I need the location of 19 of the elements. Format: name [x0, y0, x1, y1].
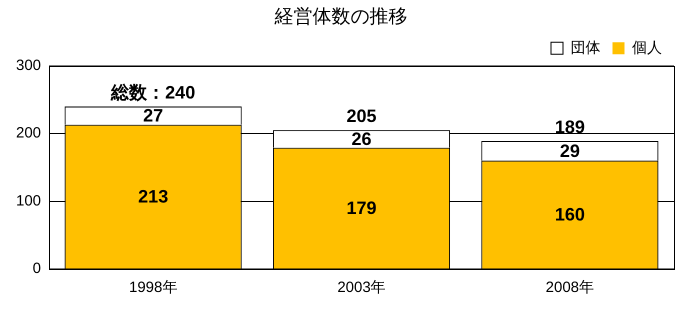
x-tick-label: 2003年 — [337, 279, 386, 296]
x-tick-label: 1998年 — [129, 279, 178, 296]
data-label: 179 — [346, 198, 377, 218]
data-label: 27 — [143, 106, 164, 126]
total-label: 総数：240 — [110, 82, 196, 102]
legend-label: 個人 — [632, 39, 662, 56]
y-tick-label: 0 — [32, 260, 42, 278]
total-label: 189 — [554, 116, 585, 137]
data-label: 213 — [138, 186, 168, 207]
y-tick-label: 200 — [16, 124, 42, 142]
data-label: 29 — [560, 140, 580, 161]
data-label: 26 — [352, 128, 372, 149]
data-label: 160 — [554, 204, 585, 225]
y-tick-label: 300 — [16, 56, 42, 74]
chart-title: 経営体数の推移 — [274, 6, 408, 28]
legend-label: 団体 — [570, 39, 600, 56]
y-tick-label: 100 — [16, 192, 42, 210]
total-label: 205 — [346, 106, 377, 126]
x-tick-label: 2008年 — [546, 279, 594, 296]
